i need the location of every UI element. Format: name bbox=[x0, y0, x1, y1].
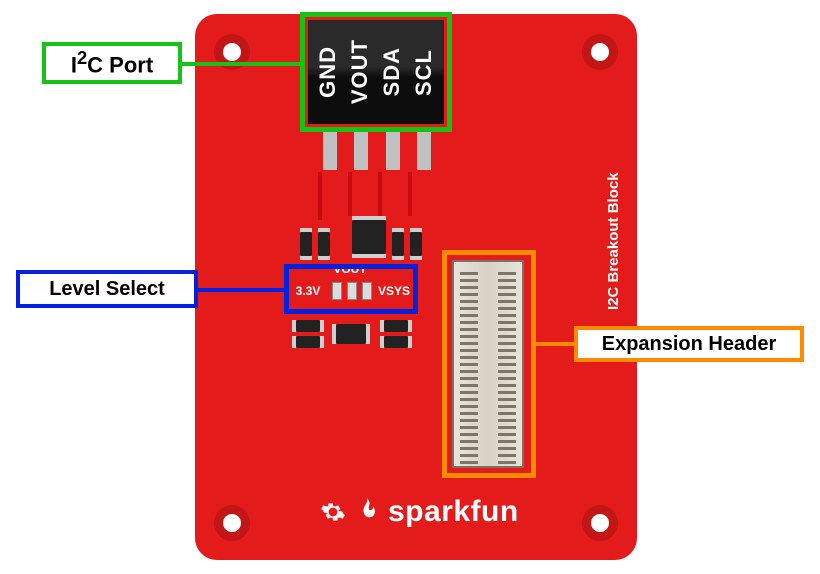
board-name-text: I2C Breakout Block bbox=[605, 90, 622, 310]
callout-text-i2c: I2C Port bbox=[71, 47, 153, 78]
callout-line-i2c bbox=[182, 62, 300, 66]
callout-label-level-select: Level Select bbox=[16, 270, 198, 308]
callout-text-level: Level Select bbox=[49, 278, 165, 301]
highlight-expansion-header bbox=[442, 250, 536, 478]
brand-text: sparkfun bbox=[388, 495, 519, 529]
i2c-chip-legs bbox=[314, 128, 440, 170]
callout-line-level bbox=[198, 288, 284, 292]
callout-label-expansion-header: Expansion Header bbox=[574, 326, 804, 362]
diagram-stage: GNDVOUTSDASCL VOUT 3.3V VSYS I2C Breakou… bbox=[0, 0, 820, 574]
callout-line-expansion bbox=[536, 342, 574, 346]
brand-row: sparkfun bbox=[320, 495, 519, 529]
callout-text-expansion: Expansion Header bbox=[602, 333, 777, 356]
callout-label-i2c-port: I2C Port bbox=[42, 42, 182, 84]
highlight-i2c-port bbox=[300, 12, 452, 132]
gear-icon bbox=[320, 499, 346, 525]
highlight-level-select bbox=[284, 264, 418, 314]
flame-icon bbox=[356, 498, 378, 526]
